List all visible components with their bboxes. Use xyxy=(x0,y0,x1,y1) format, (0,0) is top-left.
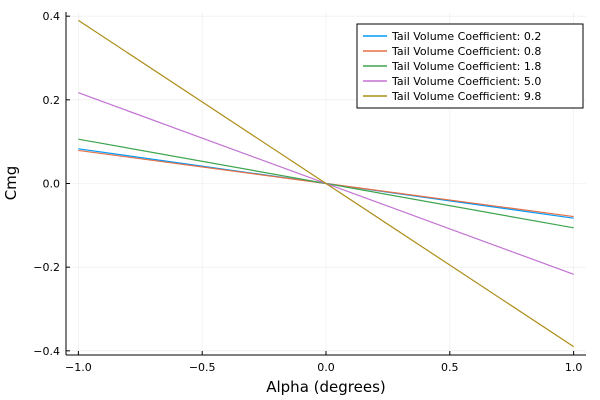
legend-label-4: Tail Volume Coefficient: 9.8 xyxy=(391,90,541,103)
x-tick-label-0: −1.0 xyxy=(65,361,92,374)
legend-label-2: Tail Volume Coefficient: 1.8 xyxy=(391,60,541,73)
ticks: −1.0 −0.5 0.0 0.5 1.0 −0.4 −0.2 0.0 0.2 0.4 xyxy=(33,10,582,374)
series-line-4 xyxy=(78,19,574,348)
legend: Tail Volume Coefficient: 0.2 Tail Volume … xyxy=(356,23,584,109)
y-tick-label-1: −0.2 xyxy=(33,261,60,274)
y-tick-label-4: 0.4 xyxy=(43,10,61,23)
series-layer xyxy=(78,19,574,348)
y-tick-label-2: 0.0 xyxy=(43,178,61,191)
y-axis-label: Cmg xyxy=(2,166,20,201)
y-tick-label-0: −0.4 xyxy=(33,345,60,358)
legend-label-0: Tail Volume Coefficient: 0.2 xyxy=(391,30,541,43)
legend-label-1: Tail Volume Coefficient: 0.8 xyxy=(391,45,541,58)
y-tick-label-3: 0.2 xyxy=(43,94,61,107)
x-tick-label-1: −0.5 xyxy=(189,361,216,374)
x-tick-label-4: 1.0 xyxy=(565,361,583,374)
legend-box xyxy=(356,23,584,109)
x-tick-label-2: 0.0 xyxy=(317,361,335,374)
x-tick-label-3: 0.5 xyxy=(441,361,459,374)
legend-label-3: Tail Volume Coefficient: 5.0 xyxy=(391,75,541,88)
x-axis-label: Alpha (degrees) xyxy=(266,378,386,396)
